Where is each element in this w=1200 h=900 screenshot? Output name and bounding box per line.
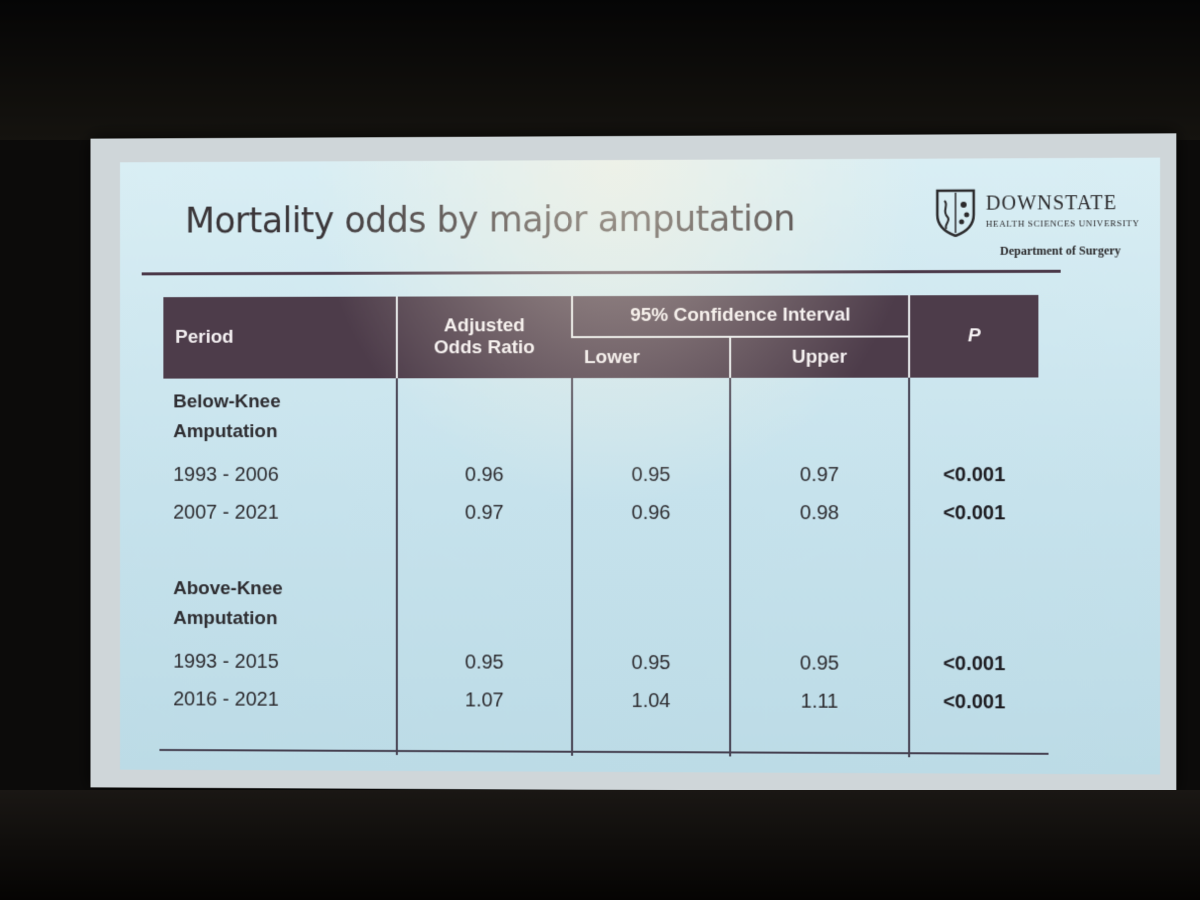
table-row: 2016 - 2021 1.07 1.04 1.11 <0.001 — [163, 680, 1038, 721]
header-p-value: P — [909, 295, 1038, 378]
logo-department: Department of Surgery — [1000, 243, 1121, 258]
cell-lower: 0.96 — [572, 494, 730, 532]
room-background — [0, 0, 1200, 140]
cell-p: <0.001 — [909, 494, 1038, 532]
group-label-line2: Amputation — [173, 421, 277, 442]
cell-lower: 1.04 — [572, 682, 730, 721]
cell-upper: 0.98 — [730, 494, 909, 532]
spacer-row — [163, 532, 1038, 567]
cell-aor: 0.96 — [397, 456, 572, 494]
table-row: 2007 - 2021 0.97 0.96 0.98 <0.001 — [163, 494, 1038, 533]
cell-period: 2016 - 2021 — [163, 680, 396, 719]
cell-aor: 0.95 — [397, 643, 572, 681]
group-label-line1: Above-Knee — [173, 578, 283, 599]
header-period: Period — [163, 297, 396, 379]
cell-upper: 0.97 — [730, 456, 909, 494]
header-lower: Lower — [572, 337, 730, 378]
cell-period: 1993 - 2015 — [163, 643, 396, 682]
header-upper: Upper — [730, 336, 909, 377]
group-row-below-knee: Below-Knee Amputation — [163, 377, 1038, 456]
table-row: 1993 - 2015 0.95 0.95 0.95 <0.001 — [163, 643, 1038, 684]
group-label-below-knee: Below-Knee Amputation — [163, 378, 396, 456]
table-row: 1993 - 2006 0.96 0.95 0.97 <0.001 — [163, 456, 1038, 494]
projection-screen: Mortality odds by major amputation DOWNS… — [90, 133, 1176, 792]
header-confidence-interval: 95% Confidence Interval — [572, 295, 909, 337]
stage-foreground — [0, 790, 1200, 900]
cell-p: <0.001 — [909, 683, 1038, 722]
group-label-line1: Below-Knee — [173, 391, 280, 412]
cell-lower: 0.95 — [572, 456, 730, 494]
group-row-above-knee: Above-Knee Amputation — [163, 565, 1038, 645]
header-adjusted-odds-ratio: Adjusted Odds Ratio — [397, 296, 572, 378]
cell-upper: 0.95 — [730, 644, 909, 683]
cell-p: <0.001 — [909, 456, 1038, 494]
group-label-above-knee: Above-Knee Amputation — [163, 565, 396, 643]
header-aor-line1: Adjusted — [444, 315, 525, 336]
slide: Mortality odds by major amputation DOWNS… — [120, 158, 1160, 775]
cell-lower: 0.95 — [572, 644, 730, 682]
university-logo: DOWNSTATE HEALTH SCIENCES UNIVERSITY Dep… — [935, 188, 1148, 265]
header-aor-line2: Odds Ratio — [434, 337, 535, 358]
slide-title: Mortality odds by major amputation — [185, 199, 795, 241]
cell-aor: 0.97 — [397, 494, 572, 532]
logo-subtitle: HEALTH SCIENCES UNIVERSITY — [986, 218, 1140, 229]
cell-aor: 1.07 — [397, 681, 572, 720]
cell-upper: 1.11 — [730, 682, 909, 721]
logo-name: DOWNSTATE — [986, 192, 1117, 216]
results-table: Period Adjusted Odds Ratio 95% Confidenc… — [163, 295, 1038, 758]
cell-p: <0.001 — [909, 645, 1038, 684]
group-label-line2: Amputation — [173, 608, 277, 629]
cell-period: 1993 - 2006 — [163, 456, 396, 494]
shield-icon — [935, 189, 975, 237]
cell-period: 2007 - 2021 — [163, 494, 396, 532]
title-divider — [142, 270, 1061, 276]
